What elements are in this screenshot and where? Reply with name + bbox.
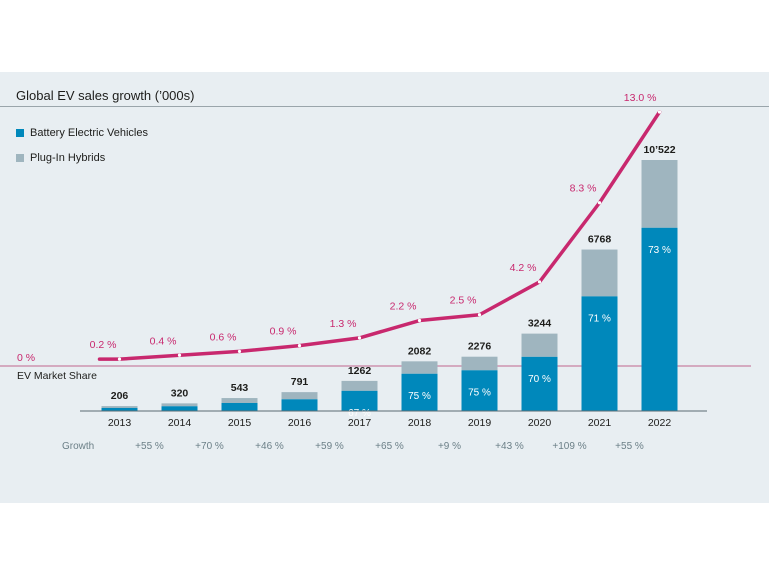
- bar-bev-2020: [521, 356, 558, 411]
- bar-total-label-2018: 2082: [408, 345, 432, 357]
- market-share-label-2015: 0.6 %: [210, 331, 237, 343]
- bar-bev-2021: [581, 296, 618, 411]
- bar-phev-2020: [521, 333, 558, 357]
- bar-bev-2017: [341, 390, 378, 411]
- growth-label-2020: +43 %: [495, 441, 524, 452]
- bar-phev-2014: [161, 403, 198, 407]
- growth-label-2014: +55 %: [135, 441, 164, 452]
- market-share-point-2020: [537, 280, 542, 284]
- market-share-label-2018: 2.2 %: [390, 301, 417, 313]
- bar-phev-2017: [341, 380, 378, 391]
- bev-share-label-2017: 67 %: [348, 408, 371, 419]
- market-share-label-2013: 0.2 %: [90, 339, 117, 351]
- bar-total-label-2021: 6768: [588, 234, 612, 246]
- market-share-label-2019: 2.5 %: [450, 295, 477, 307]
- legend-swatch-phev: [16, 154, 24, 162]
- market-share-line: [97, 110, 662, 361]
- bar-phev-2018: [401, 361, 438, 374]
- legend-label-bev: Battery Electric Vehicles: [30, 127, 148, 139]
- bar-bev-2018: [401, 373, 438, 411]
- bar-total-label-2022: 10’522: [643, 144, 675, 156]
- title-divider: [0, 106, 769, 107]
- market-share-label-2014: 0.4 %: [150, 335, 177, 347]
- chart-panel: [0, 72, 769, 503]
- x-tick-label-2014: 2014: [168, 417, 192, 429]
- legend-label-phev: Plug-In Hybrids: [30, 152, 106, 164]
- bev-share-label-2020: 70 %: [528, 374, 551, 385]
- bar-bev-2016: [281, 399, 318, 411]
- growth-row-label: Growth: [62, 441, 94, 452]
- x-tick-label-2019: 2019: [468, 417, 492, 429]
- x-tick-label-2016: 2016: [288, 417, 312, 429]
- market-share-point-2015: [237, 349, 242, 354]
- x-tick-label-2022: 2022: [648, 417, 672, 429]
- market-share-label-2016: 0.9 %: [270, 326, 297, 338]
- legend-swatch-bev: [16, 129, 24, 137]
- x-tick-label-2020: 2020: [528, 417, 552, 429]
- bar-total-label-2014: 320: [171, 387, 189, 399]
- market-share-axis-label: EV Market Share: [17, 370, 97, 382]
- growth-label-2015: +70 %: [195, 441, 224, 452]
- chart-title: Global EV sales growth (’000s): [16, 88, 195, 103]
- market-share-label-2022: 13.0 %: [624, 92, 657, 104]
- bar-total-label-2017: 1262: [348, 365, 372, 377]
- bar-bev-2015: [221, 402, 258, 411]
- bar-total-label-2013: 206: [111, 390, 129, 402]
- bar-phev-2022: [641, 160, 678, 228]
- bar-phev-2015: [221, 398, 258, 403]
- bev-share-label-2018: 75 %: [408, 391, 431, 402]
- market-share-point-2019: [477, 313, 482, 317]
- market-share-point-2013: [117, 357, 122, 361]
- x-tick-label-2013: 2013: [108, 417, 132, 429]
- bar-phev-2019: [461, 356, 498, 371]
- market-share-point-2021: [597, 201, 602, 205]
- market-share-point-2017: [357, 336, 362, 340]
- growth-label-2016: +46 %: [255, 441, 284, 452]
- bar-total-label-2016: 791: [291, 376, 309, 388]
- bar-phev-2021: [581, 249, 618, 297]
- bar-total-label-2015: 543: [231, 382, 249, 394]
- bev-share-label-2022: 73 %: [648, 245, 671, 256]
- legend-item-bev: Battery Electric Vehicles: [16, 127, 148, 139]
- market-share-point-2014: [177, 353, 182, 357]
- market-share-point-2018: [417, 318, 422, 323]
- x-tick-label-2021: 2021: [588, 417, 612, 429]
- market-share-start-label: 0 %: [17, 352, 35, 364]
- x-tick-label-2017: 2017: [348, 417, 372, 429]
- bar-bev-2013: [101, 407, 138, 411]
- growth-label-2019: +9 %: [438, 441, 461, 452]
- bev-share-label-2021: 71 %: [588, 313, 611, 324]
- market-share-label-2017: 1.3 %: [330, 318, 357, 330]
- growth-label-2022: +55 %: [615, 441, 644, 452]
- market-share-label-2020: 4.2 %: [510, 262, 537, 274]
- growth-label-2021: +109 %: [552, 441, 586, 452]
- x-tick-label-2018: 2018: [408, 417, 432, 429]
- bev-share-label-2019: 75 %: [468, 387, 491, 398]
- market-share-label-2021: 8.3 %: [570, 183, 597, 195]
- x-tick-label-2015: 2015: [228, 417, 252, 429]
- bar-total-label-2019: 2276: [468, 341, 492, 353]
- bar-phev-2013: [101, 406, 138, 408]
- market-share-point-2022: [657, 110, 662, 114]
- bar-phev-2016: [281, 392, 318, 400]
- bar-bev-2019: [461, 370, 498, 411]
- growth-label-2017: +59 %: [315, 441, 344, 452]
- legend-item-phev: Plug-In Hybrids: [16, 152, 105, 164]
- growth-label-2018: +65 %: [375, 441, 404, 452]
- market-share-point-2016: [297, 344, 302, 348]
- bar-total-label-2020: 3244: [528, 318, 552, 330]
- bar-bev-2014: [161, 406, 198, 411]
- bar-bev-2022: [641, 227, 678, 411]
